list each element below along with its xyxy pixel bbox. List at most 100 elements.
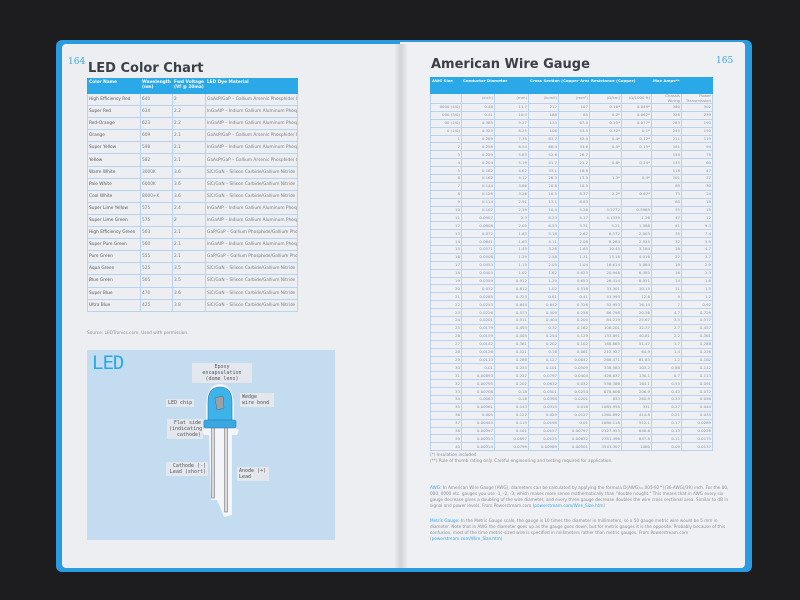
table-row: 25 0.0179 0.455 0.32 0.162 106.201 32.37 2.7 0.4…	[430, 323, 714, 333]
awg-note-link[interactable]: powerstream.com/Wire_Size.htm	[534, 503, 604, 508]
table-cell: 8.37	[558, 189, 591, 199]
table-cell: Ultra Blue	[87, 298, 141, 312]
table-cell: 3543.307	[589, 442, 623, 452]
table-cell: 2.2	[651, 331, 683, 341]
table-cell: 0.081	[558, 347, 591, 357]
table-row: Blue Green 505 3.5 SiC/GaN – Silicon Carbid…	[87, 274, 298, 288]
table-cell: 0.091	[681, 379, 714, 389]
table-row: 22 0.0253 0.644 0.642 0.326 52.953 16.14 7 0.92	[430, 300, 714, 310]
table-cell: 0.182	[681, 355, 714, 365]
awg-title: American Wire Gauge	[431, 57, 590, 72]
table-cell: 22	[651, 252, 683, 262]
table-cell: 2.1	[172, 153, 206, 167]
table-cell: 0.325	[461, 126, 495, 136]
table-cell: 0.577	[681, 316, 714, 325]
table-row: 6 0.162 4.12 26.3 13.3 1.3* 0.4* 101 37	[430, 174, 714, 183]
table-cell: 0.0142	[461, 339, 495, 349]
table-cell: 260.9	[621, 394, 653, 404]
table-cell: 3	[430, 150, 462, 160]
table-cell: Super Lime Green	[87, 213, 141, 228]
table-cell: 0.24*	[621, 158, 653, 168]
table-cell: 2.2	[172, 105, 206, 119]
table-cell: 0.00797	[558, 426, 591, 436]
table-cell: Pale White	[87, 177, 141, 191]
table-cell: 0.573	[493, 308, 530, 318]
table-cell: 20.8	[528, 181, 560, 191]
table-cell: 0.912	[493, 276, 530, 286]
table-cell: 24	[430, 316, 462, 325]
table-cell: 107	[558, 103, 591, 112]
table-cell: InGaAIP – Indium Gallium Aluminum Phosph…	[205, 105, 298, 119]
table-cell: 0.162	[461, 174, 495, 183]
led-color-chart-title: LED Color Chart	[88, 61, 204, 76]
table-cell: 0.812	[493, 284, 530, 294]
table-cell: 17	[430, 260, 462, 270]
table-cell: 2	[172, 213, 206, 228]
table-cell: 0.0179	[461, 323, 495, 333]
table-cell: InGaAIP – Indium Gallium Aluminum Phosph…	[205, 213, 298, 228]
table-cell: 66.4	[528, 142, 560, 152]
table-cell: 2.4	[172, 201, 206, 215]
metric-note-link[interactable]: powerstream.com/Wire_Size.htm	[431, 536, 501, 541]
table-cell: 0.0641	[461, 237, 495, 247]
table-cell: 2.3	[681, 268, 714, 278]
table-cell: 25.67	[621, 316, 653, 325]
table-cell: Yellow	[87, 153, 141, 167]
table-cell: 0.127	[528, 355, 560, 365]
table-cell: 3.26	[493, 189, 530, 199]
footnotes: (*) Insulation included (**) Rule of thu…	[430, 452, 612, 463]
table-cell: 575	[140, 201, 173, 215]
table-cell: 0.642	[528, 300, 560, 310]
table-row: 11 0.0907 2.3 8.23 4.17 4.1339 1.26 47 12	[430, 213, 714, 223]
table-cell: 35	[651, 229, 683, 239]
table-cell: 3.66	[493, 181, 530, 191]
table-cell: 16.14	[621, 300, 653, 310]
table-row: 3 0.229 5.83 52.6 26.7 158 75	[430, 150, 714, 160]
table-cell: 7	[651, 300, 683, 310]
table-cell: 0.025	[528, 410, 560, 420]
table-cell: 20	[430, 284, 462, 294]
table-cell: 0.0228	[681, 426, 714, 436]
table-cell: 0.92	[681, 300, 714, 310]
table-cell: 0.0808	[461, 221, 495, 231]
table-cell: 4.12	[493, 174, 530, 183]
table-cell: 0.0157	[528, 426, 560, 436]
table-cell: 41	[651, 221, 683, 231]
table-cell: 2.2	[172, 117, 206, 131]
table-cell: 23	[430, 308, 462, 318]
table-row: Yellow 582 2.1 GaAsP/GaP – Gallium Arsenic …	[87, 153, 298, 167]
table-row: 31 0.00893 0.227 0.0797 0.0404 426.837 130.1 0.…	[430, 371, 714, 381]
table-cell: 13.1	[528, 197, 560, 207]
table-cell: 0.0175	[681, 434, 714, 444]
table-cell: Super Blue	[87, 286, 141, 300]
awg-subheader: (Ω/km)	[589, 93, 623, 104]
table-cell: 3.6	[172, 286, 206, 300]
table-cell: 0.361	[493, 339, 530, 349]
table-cell: 538.386	[589, 379, 623, 389]
table-row: 34 0.0063 0.16 0.0398 0.0201 833 260.9 0.33 0.05…	[430, 394, 714, 404]
table-cell: 640	[140, 92, 173, 107]
table-cell: 33.6	[558, 142, 591, 152]
table-cell: 1.4	[651, 347, 683, 357]
table-cell: 0.049*	[621, 103, 653, 112]
table-row: High Efficiency Green 563 2.1 GaP/GaP – Gal…	[87, 226, 298, 240]
table-cell: 15	[430, 245, 462, 254]
table-cell	[621, 150, 653, 160]
table-cell: 5.064	[621, 260, 653, 270]
table-row: 13 0.072 1.83 5.18 2.62 6.572 2.003 35 7.4	[430, 229, 714, 239]
led-illustration	[201, 374, 252, 517]
table-cell: 8000+K	[140, 189, 173, 203]
table-cell: 0.258	[558, 308, 591, 318]
table-cell: 2.59	[493, 205, 530, 215]
table-row: 27 0.0142 0.361 0.202 0.102 168.865 51.47 1.7 0.…	[430, 339, 714, 349]
table-cell: 331	[621, 402, 653, 412]
table-cell: 85	[558, 110, 591, 120]
table-cell: 0.81	[528, 292, 560, 302]
table-cell: 0.227	[493, 371, 530, 381]
table-cell: 1.7	[651, 339, 683, 349]
awg-subheader: (mm)	[493, 93, 530, 104]
table-cell: 0.102	[558, 339, 591, 349]
table-cell: 51.47	[621, 339, 653, 349]
awg-note-label: AWG:	[430, 485, 442, 490]
table-cell: 37	[430, 418, 462, 428]
